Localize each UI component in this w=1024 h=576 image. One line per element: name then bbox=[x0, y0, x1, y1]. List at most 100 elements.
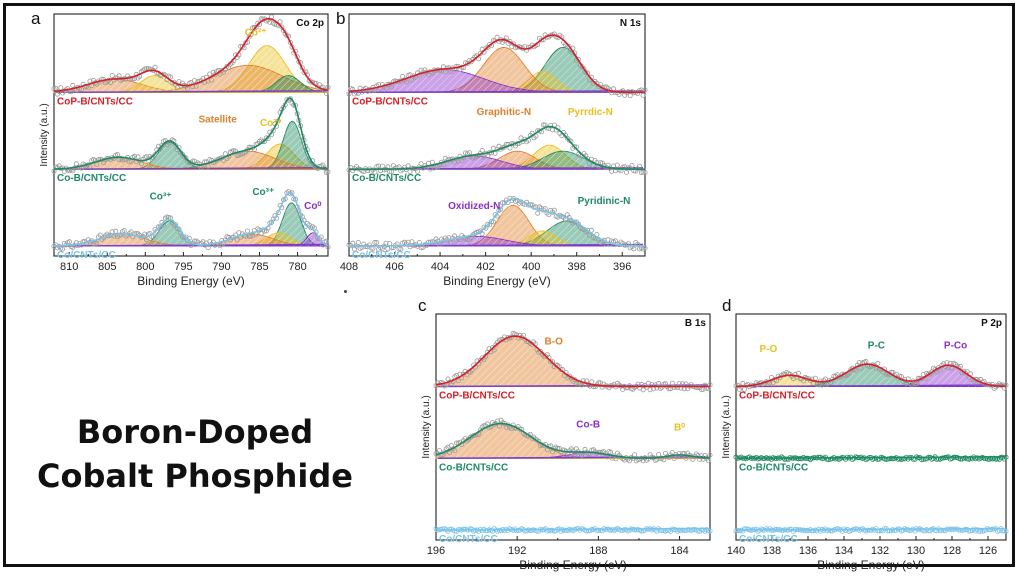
x-tick-label: 400 bbox=[522, 261, 540, 273]
raw-data-point bbox=[479, 147, 485, 153]
series-co-cnts-cc: Co/CNTs/CC bbox=[51, 189, 331, 261]
raw-data-point bbox=[685, 527, 691, 533]
raw-data-point bbox=[535, 210, 541, 216]
raw-data-point bbox=[957, 456, 963, 462]
raw-data-point bbox=[405, 239, 411, 245]
raw-data-point bbox=[618, 527, 624, 533]
x-tick-label: 800 bbox=[136, 261, 154, 273]
raw-data-point bbox=[454, 440, 460, 446]
fitted-envelope bbox=[53, 97, 329, 170]
raw-data-point bbox=[220, 157, 226, 163]
fitted-envelope bbox=[349, 197, 645, 247]
raw-data-point bbox=[308, 79, 314, 85]
fitted-envelope bbox=[735, 363, 1007, 388]
raw-data-point bbox=[97, 232, 103, 238]
raw-data-point bbox=[903, 527, 909, 533]
x-tick-label: 140 bbox=[727, 545, 745, 557]
raw-data-point bbox=[792, 527, 798, 533]
raw-data-point bbox=[912, 381, 918, 387]
raw-data-point bbox=[795, 370, 801, 376]
raw-data-point bbox=[150, 234, 156, 240]
x-tick-label: 136 bbox=[799, 545, 817, 557]
raw-data-point bbox=[828, 528, 834, 534]
raw-data-point bbox=[191, 78, 197, 84]
component-hatch bbox=[54, 234, 328, 246]
component-hatch bbox=[436, 336, 710, 387]
raw-data-point bbox=[466, 150, 472, 156]
component-hatch bbox=[349, 151, 645, 170]
x-tick-label: 404 bbox=[431, 261, 449, 273]
raw-data-point bbox=[167, 74, 173, 80]
raw-data-point bbox=[438, 526, 444, 532]
series-label: Co/CNTs/CC bbox=[439, 534, 498, 545]
b-1s-chart: 196 192 188 184 Binding Energy (eV) Intensity… bbox=[421, 313, 713, 572]
raw-data-point bbox=[707, 452, 713, 458]
raw-data-point bbox=[448, 240, 454, 246]
raw-data-point bbox=[750, 455, 756, 461]
caption-line-2: Cobalt Phosphide bbox=[37, 457, 353, 495]
raw-data-point bbox=[173, 142, 179, 148]
raw-data-point bbox=[436, 448, 442, 454]
series-label: CoP-B/CNTs/CC bbox=[57, 96, 133, 107]
x-tick-label: 192 bbox=[508, 545, 526, 557]
raw-data-point bbox=[483, 528, 489, 534]
raw-data-point bbox=[596, 527, 602, 533]
raw-data-point bbox=[914, 381, 920, 387]
peak-annotation: Co²⁺ bbox=[260, 118, 282, 129]
raw-data-point bbox=[632, 452, 638, 458]
fitted-envelope bbox=[348, 34, 645, 94]
raw-data-point bbox=[976, 528, 982, 534]
raw-data-point bbox=[986, 527, 992, 533]
peak-annotation: Pyrrdic-N bbox=[568, 107, 613, 118]
series-label: Co/CNTs/CC bbox=[352, 250, 411, 261]
x-tick-label: 790 bbox=[212, 261, 230, 273]
fitted-envelope bbox=[349, 125, 645, 170]
raw-data-point bbox=[848, 367, 854, 373]
raw-data-point bbox=[60, 246, 66, 252]
peak-annotation: Co⁰ bbox=[304, 201, 321, 212]
panel-letter-c: c bbox=[418, 296, 427, 315]
raw-data-point bbox=[664, 527, 670, 533]
raw-data-point bbox=[681, 527, 687, 533]
peak-annotation: P-Co bbox=[944, 340, 967, 351]
raw-data-point bbox=[750, 527, 756, 533]
raw-data-point bbox=[540, 122, 546, 128]
raw-data-point bbox=[287, 40, 293, 46]
x-tick-label: 805 bbox=[98, 261, 116, 273]
raw-data-point bbox=[707, 528, 713, 534]
raw-data-point bbox=[594, 527, 600, 533]
raw-data-point bbox=[640, 387, 646, 393]
plot-frame bbox=[435, 313, 711, 541]
raw-data-point bbox=[866, 527, 872, 533]
raw-data-point bbox=[875, 360, 881, 366]
raw-data-point bbox=[659, 528, 665, 534]
raw-data-point bbox=[403, 79, 409, 85]
raw-data-point bbox=[551, 207, 557, 213]
caption-line-1: Boron-Doped bbox=[76, 413, 314, 451]
raw-data-point bbox=[109, 73, 115, 79]
panel-letter-b: b bbox=[336, 9, 346, 28]
raw-data-point bbox=[819, 382, 825, 388]
raw-data-point bbox=[983, 527, 989, 533]
raw-data-point bbox=[185, 86, 191, 92]
raw-data-point bbox=[260, 139, 266, 145]
stray-dot bbox=[344, 290, 347, 293]
raw-data-point bbox=[989, 526, 995, 532]
raw-data-point bbox=[969, 528, 975, 534]
raw-data-point bbox=[323, 238, 329, 244]
peak-annotation: B-O bbox=[545, 337, 564, 348]
raw-data-point bbox=[885, 456, 891, 462]
raw-data-point bbox=[58, 85, 64, 91]
raw-data-point bbox=[418, 245, 424, 251]
raw-data-point bbox=[572, 452, 578, 458]
raw-data-point bbox=[383, 85, 389, 91]
raw-data-point bbox=[656, 380, 662, 386]
x-tick-label: 134 bbox=[835, 545, 853, 557]
raw-data-point bbox=[183, 155, 189, 161]
raw-data-point bbox=[951, 526, 957, 532]
raw-data-point bbox=[853, 367, 859, 373]
raw-data-point bbox=[398, 246, 404, 252]
component-hatch bbox=[54, 234, 328, 246]
raw-data-point bbox=[854, 455, 860, 461]
